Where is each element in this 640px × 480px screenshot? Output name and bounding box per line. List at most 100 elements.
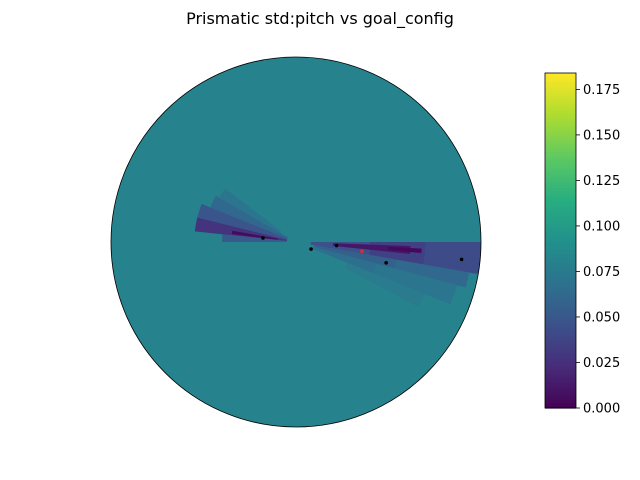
colorbar-band <box>545 388 576 392</box>
colorbar-band <box>545 176 576 180</box>
colorbar-band <box>545 318 576 323</box>
heatmap-cell <box>219 188 282 233</box>
heatmap-cell <box>210 195 288 239</box>
colorbar-band <box>545 380 576 384</box>
colorbar-band <box>545 262 576 267</box>
polar-background <box>111 57 481 427</box>
colorbar-band <box>545 128 576 133</box>
colorbar-band <box>545 402 576 406</box>
colorbar-band <box>545 363 576 367</box>
colorbar-band <box>545 301 576 306</box>
colorbar-band <box>545 346 576 350</box>
colorbar-band <box>545 193 576 197</box>
heatmap-cell <box>313 246 377 274</box>
colorbar-band <box>545 134 576 138</box>
colorbar-band <box>545 304 576 309</box>
colorbar-band <box>545 257 576 261</box>
heatmap-cell <box>197 203 288 240</box>
heatmap-cell <box>423 242 481 275</box>
colorbar-band <box>545 360 576 364</box>
colorbar-band <box>545 209 576 214</box>
colorbar-band <box>545 251 576 256</box>
colorbar-band <box>545 327 576 331</box>
colorbar-band <box>545 282 576 286</box>
data-point <box>334 243 339 248</box>
colorbar-band <box>545 184 576 189</box>
colorbar-band <box>545 366 576 370</box>
colorbar-band <box>545 103 576 108</box>
colorbar-band <box>545 75 576 80</box>
colorbar-tick-label: 0.150 <box>583 128 620 143</box>
colorbar-band <box>545 114 576 119</box>
colorbar-tick-label: 0.000 <box>583 402 620 417</box>
colorbar-band <box>545 232 576 236</box>
colorbar-band <box>545 212 576 216</box>
colorbar-band <box>545 109 576 113</box>
colorbar-band <box>545 92 576 96</box>
colorbar-band <box>545 354 576 359</box>
colorbar-band <box>545 112 576 116</box>
heatmap-cell <box>373 263 457 305</box>
colorbar-band <box>545 324 576 328</box>
colorbar-band <box>545 100 576 105</box>
colorbar-gradient <box>545 73 576 409</box>
heatmap-cell <box>345 262 425 308</box>
colorbar-band <box>545 332 576 337</box>
colorbar-band <box>545 265 576 270</box>
colorbar-band <box>545 276 576 281</box>
heatmap-cell <box>313 245 397 269</box>
colorbar-band <box>545 396 576 401</box>
colorbar-band <box>545 218 576 222</box>
colorbar-band <box>545 321 576 325</box>
colorbar-band <box>545 271 576 275</box>
heatmap-cell <box>222 234 287 242</box>
colorbar-band <box>545 338 576 342</box>
data-point <box>261 236 265 240</box>
colorbar-band <box>545 315 576 320</box>
heatmap-cell <box>231 230 278 240</box>
colorbar-band <box>545 229 576 233</box>
colorbar-band <box>545 137 576 141</box>
colorbar-frame <box>544 72 577 409</box>
colorbar-band <box>545 98 576 102</box>
chart-title: Prismatic std:pitch vs goal_config <box>186 9 454 29</box>
colorbar-band <box>545 123 576 127</box>
colorbar-band <box>545 352 576 356</box>
colorbar-band <box>545 81 576 85</box>
colorbar-tick-label: 0.125 <box>583 174 620 189</box>
colorbar-band <box>545 170 576 175</box>
colorbar-band <box>545 142 576 147</box>
colorbar-band <box>545 140 576 144</box>
colorbar-band <box>545 95 576 99</box>
colorbar-band <box>545 223 576 228</box>
colorbar-band <box>545 181 576 186</box>
colorbar-band <box>545 274 576 278</box>
colorbar-band <box>545 240 576 244</box>
colorbar-band <box>545 349 576 353</box>
colorbar-band <box>545 399 576 404</box>
colorbar: 0.000 0.025 0.050 0.075 0.100 0.125 0.150 0.175 <box>544 72 620 417</box>
colorbar-band <box>545 165 576 169</box>
colorbar-band <box>545 391 576 395</box>
colorbar-band <box>545 254 576 258</box>
heatmap-cell <box>332 243 411 254</box>
colorbar-band <box>545 153 576 158</box>
colorbar-band <box>545 173 576 177</box>
colorbar-band <box>545 148 576 152</box>
colorbar-band <box>545 195 576 200</box>
colorbar-band <box>545 385 576 390</box>
colorbar-band <box>545 260 576 264</box>
colorbar-tick-label: 0.100 <box>583 219 620 234</box>
colorbar-band <box>545 296 576 300</box>
colorbar-band <box>545 78 576 82</box>
colorbar-band <box>545 335 576 339</box>
colorbar-band <box>545 106 576 110</box>
heatmap-cell <box>388 246 422 253</box>
colorbar-band <box>545 204 576 208</box>
colorbar-band <box>545 156 576 161</box>
data-point <box>384 261 388 265</box>
colorbar-tick-label: 0.025 <box>583 356 620 371</box>
colorbar-band <box>545 120 576 124</box>
colorbar-tick-label: 0.075 <box>583 265 620 280</box>
